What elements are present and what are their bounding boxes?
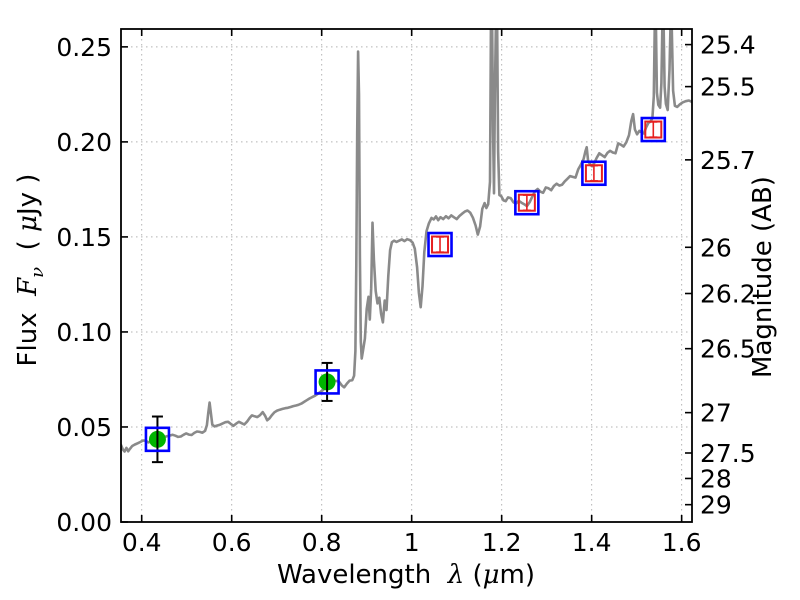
y-right-tick-label: 28 [700, 464, 732, 493]
y-right-tick-label: 25.5 [700, 73, 756, 102]
x-tick-label: 1.2 [482, 528, 522, 557]
y-right-tick-label: 27 [700, 399, 732, 428]
blue-square-marker [314, 369, 340, 395]
y-right-tick-label: 26.5 [700, 335, 756, 364]
y-right-tick-label: 27.5 [700, 439, 756, 468]
x-tick-label: 1.4 [572, 528, 612, 557]
y-right-tick-label: 25.4 [700, 31, 756, 60]
red-square-marker [644, 120, 663, 139]
x-tick-label: 0.4 [122, 528, 162, 557]
gridlines [121, 29, 692, 522]
red-square-marker [584, 164, 603, 183]
y-left-tick-label: 0.25 [56, 33, 112, 62]
y-right-tick-label: 25.7 [700, 146, 756, 175]
y-left-tick-label: 0.20 [56, 128, 112, 157]
plot-border [120, 28, 693, 523]
blue-square-marker [144, 426, 171, 453]
blue-square-marker [427, 231, 453, 258]
blue-square-marker [514, 189, 540, 216]
y-left-tick-label: 0.15 [56, 223, 112, 252]
spectrum-polyline [121, 29, 692, 453]
y-axis-label-right: Magnitude (AB) [748, 176, 778, 378]
y-axis-label-left: Flux Fν ( μJy ) [13, 174, 48, 367]
model-spectrum-line [121, 29, 692, 453]
y-right-tick-label: 29 [700, 491, 732, 520]
x-tick-label: 1 [404, 528, 420, 557]
red-square-marker [517, 193, 536, 212]
x-axis-label: Wavelength λ (μm) [277, 560, 535, 590]
y-left-tick-label: 0.10 [56, 318, 112, 347]
axes-frame-and-ticks [120, 28, 693, 523]
x-tick-label: 0.8 [302, 528, 342, 557]
y-left-tick-label: 0.05 [56, 413, 112, 442]
y-right-tick-label: 26 [700, 233, 732, 262]
x-tick-label: 1.6 [662, 528, 702, 557]
y-right-tick-label: 26.2 [700, 280, 756, 309]
blue-square-marker [581, 160, 607, 187]
blue-square-marker [640, 116, 667, 143]
red-square-marker [431, 235, 450, 254]
photometry-points [144, 116, 667, 464]
y-left-tick-label: 0.00 [56, 508, 112, 537]
tick-labels: 0.4 0.6 0.8 1 1.2 1.4 1.6 0.00 0.05 0.10 0.15 0.20 0… [56, 31, 755, 557]
x-tick-label: 0.6 [212, 528, 252, 557]
